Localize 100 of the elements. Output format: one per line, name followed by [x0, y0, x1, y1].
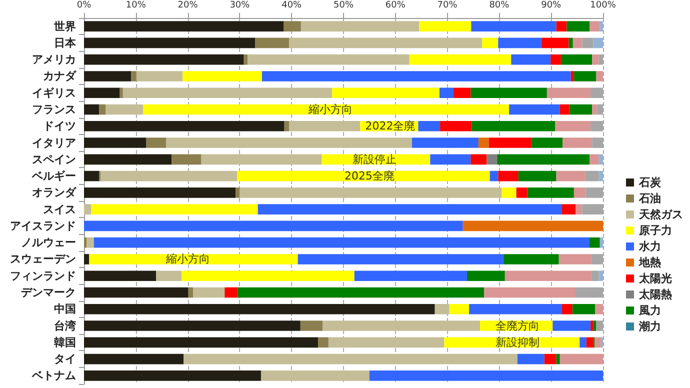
bar: [91, 204, 258, 214]
bar: [409, 54, 512, 65]
bar: [318, 337, 328, 348]
bar: [84, 21, 284, 32]
bar: [504, 270, 592, 282]
bar: [598, 270, 603, 282]
bar: [192, 287, 225, 298]
bar: [89, 254, 298, 264]
y-tick-label: アイスランド: [10, 219, 76, 232]
legend-label: 石炭: [638, 176, 662, 189]
bar: [143, 104, 510, 115]
bar: [560, 104, 570, 115]
bar: [595, 304, 603, 314]
x-tick-label: 40%: [282, 0, 302, 10]
bar: [240, 188, 502, 198]
legend-label: 潮力: [638, 320, 661, 333]
bar: [146, 138, 166, 148]
bar: [574, 71, 596, 82]
y-tick-label: 日本: [54, 36, 77, 50]
bar: [502, 188, 516, 198]
bar: [544, 354, 556, 364]
bar: [556, 21, 567, 32]
bar: [84, 237, 87, 248]
bar: [592, 54, 599, 65]
bar: [585, 170, 599, 182]
bar: [517, 354, 544, 364]
bar: [440, 120, 472, 132]
bar: [527, 188, 574, 198]
bar: [516, 188, 528, 198]
y-tick-label: アメリカ: [32, 53, 76, 66]
y-tick-label: フランス: [32, 103, 76, 116]
y-tick-label: 世界: [53, 20, 76, 33]
bar: [84, 120, 284, 132]
bar: [503, 254, 559, 264]
legend-label: 太陽熱: [638, 288, 672, 301]
bar: [586, 337, 594, 348]
bar: [84, 38, 256, 48]
y-tick-label: スペイン: [32, 152, 76, 166]
bar: [580, 337, 586, 348]
bar: [131, 71, 136, 82]
bar: [593, 38, 603, 48]
annotation: 新設停止: [352, 152, 397, 166]
bar: [300, 320, 323, 331]
annotation: 2022全廃: [365, 120, 416, 133]
bar: [550, 54, 561, 65]
bar: [262, 71, 571, 82]
x-tick-label: 90%: [541, 0, 562, 10]
x-tick-label: 50%: [333, 0, 354, 10]
bar: [84, 370, 261, 381]
bar: [188, 287, 193, 298]
bar: [572, 38, 582, 48]
x-tick-label: 30%: [230, 0, 250, 10]
bar: [255, 38, 290, 48]
bar: [562, 204, 576, 214]
y-tick-label: カナダ: [43, 70, 77, 83]
bar: [84, 270, 156, 282]
y-tick-label: ベトナム: [31, 369, 76, 382]
bar: [247, 54, 410, 65]
bar: [84, 354, 184, 364]
bar: [590, 237, 600, 248]
bar: [84, 138, 146, 148]
bar: [467, 270, 505, 282]
bar: [84, 170, 100, 182]
bar: [497, 154, 590, 165]
bar: [369, 370, 603, 381]
bar: [172, 154, 202, 165]
bar: [300, 21, 420, 32]
bar: [184, 354, 518, 364]
bar: [598, 170, 603, 182]
bar: [518, 170, 556, 182]
bar: [462, 220, 603, 232]
bar: [236, 188, 240, 198]
bar: [182, 71, 262, 82]
bar: [556, 354, 560, 364]
bar: [594, 337, 601, 348]
bar: [511, 54, 551, 65]
x-tick-label: 10%: [126, 0, 146, 10]
bar: [469, 304, 562, 314]
y-tick-label: スイス: [43, 202, 76, 216]
bar: [562, 304, 572, 314]
legend-label: 風力: [638, 304, 661, 317]
annotation: 2025全廃: [344, 170, 394, 183]
bar: [238, 287, 484, 298]
bar: [289, 38, 482, 48]
bar: [568, 38, 573, 48]
y-tick-label: ノルウェー: [21, 236, 76, 250]
bar: [99, 104, 106, 115]
x-tick-label: 80%: [489, 0, 510, 10]
bar: [593, 320, 596, 331]
bar: [552, 320, 591, 331]
bar: [590, 21, 600, 32]
bar: [560, 354, 603, 364]
bar: [440, 88, 454, 98]
bar: [419, 21, 472, 32]
bar: [600, 237, 603, 248]
bar: [590, 154, 599, 165]
bar: [84, 54, 244, 65]
bar: [574, 188, 586, 198]
y-tick-label: 中国: [54, 302, 76, 316]
bar: [332, 88, 440, 98]
